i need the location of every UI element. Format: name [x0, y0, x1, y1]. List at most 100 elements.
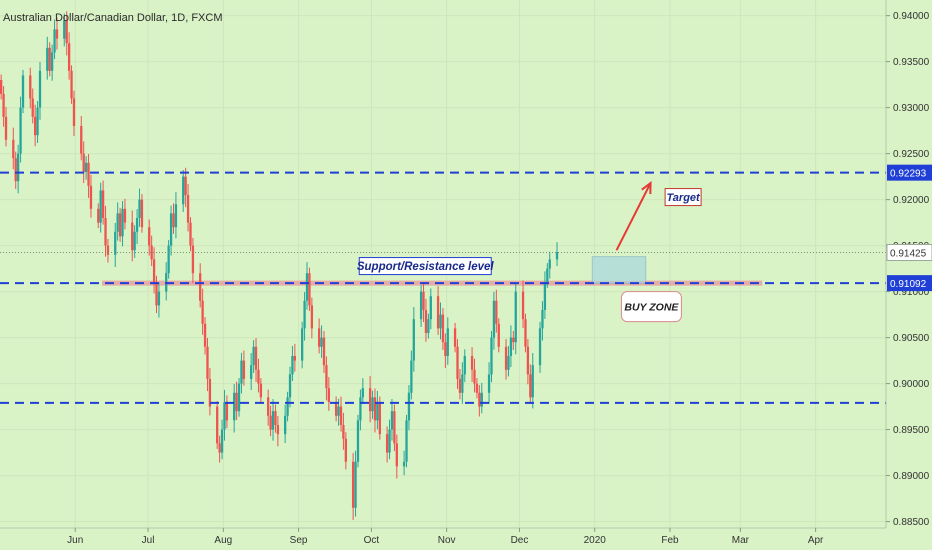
candle-body: [106, 245, 110, 255]
x-tick-label: Mar: [732, 535, 750, 546]
candle-body: [461, 374, 464, 393]
candle: [240, 352, 243, 394]
candle-body: [441, 314, 445, 343]
candle-body: [393, 411, 396, 444]
candle: [155, 275, 158, 314]
candle: [21, 69, 25, 114]
candle-body: [225, 401, 229, 421]
candle: [82, 141, 85, 184]
candle-body: [269, 415, 272, 430]
candle: [150, 235, 153, 267]
candle: [390, 399, 394, 441]
y-tick-label: 0.94000: [893, 11, 930, 22]
y-tick-label: 0.89000: [893, 471, 930, 482]
y-tick-label: 0.93500: [893, 57, 930, 68]
candle: [507, 346, 510, 377]
candle-body: [470, 355, 474, 370]
time-axis[interactable]: Jun Jul Aug Sep Oct Nov Dec 2020 Feb Mar Apr: [67, 528, 824, 546]
candle: [446, 317, 449, 365]
candle: [235, 381, 238, 421]
candle: [0, 74, 3, 100]
candle: [286, 391, 289, 422]
candle: [67, 32, 71, 80]
candle: [140, 194, 144, 233]
candle: [70, 65, 73, 104]
candle: [169, 205, 173, 256]
candle-body: [274, 411, 277, 425]
candle: [167, 240, 170, 279]
candle-body: [492, 300, 496, 338]
candle-body: [31, 98, 34, 117]
level-price-tag: [887, 275, 932, 292]
candle-body: [543, 282, 547, 310]
candle-body: [512, 337, 515, 343]
candle-body: [359, 397, 362, 421]
candle-body: [339, 406, 343, 425]
candle-body: [182, 176, 185, 205]
candle: [19, 96, 22, 163]
candle: [439, 302, 442, 340]
candle: [254, 337, 258, 382]
candle: [356, 414, 360, 468]
candle: [310, 297, 314, 339]
candle: [514, 282, 517, 355]
candle: [555, 242, 559, 267]
candle-body: [55, 29, 59, 39]
buy-zone-callout-text: BUY ZONE: [624, 302, 679, 314]
candle: [322, 330, 326, 373]
candle-body: [356, 420, 360, 462]
candle: [456, 339, 459, 389]
candle: [220, 419, 224, 460]
candle-body: [97, 208, 100, 223]
candle: [53, 19, 56, 60]
candle: [87, 153, 90, 198]
candle-body: [395, 443, 398, 467]
candle-body: [150, 245, 153, 260]
candle-body: [456, 346, 459, 379]
price-axis[interactable]: 0.940000.935000.930000.925000.920000.915…: [886, 11, 932, 528]
candle: [48, 42, 51, 77]
candle: [325, 356, 328, 401]
candle-body: [121, 208, 124, 237]
candle-body: [317, 328, 321, 347]
candle-body: [67, 43, 71, 71]
candle-body: [497, 323, 500, 347]
x-tick-label: Aug: [214, 535, 232, 546]
candle: [84, 156, 88, 180]
candle-body: [186, 195, 190, 223]
candle: [157, 282, 161, 318]
candles: [0, 11, 559, 520]
candle: [497, 318, 500, 353]
candle: [89, 174, 93, 218]
candle-body: [169, 213, 173, 246]
buy-zone-callout-box: [620, 291, 682, 323]
candle: [288, 366, 292, 408]
candle-body: [237, 383, 241, 412]
candle-body: [524, 319, 527, 347]
support-band: [101, 280, 763, 286]
candle: [135, 209, 139, 244]
candle: [487, 362, 491, 404]
candle: [453, 322, 457, 353]
candle: [269, 405, 272, 437]
candle-body: [475, 383, 479, 393]
candle-body: [250, 365, 253, 379]
candle: [339, 396, 343, 432]
candle-body: [507, 355, 510, 370]
candle-body: [131, 222, 134, 251]
candle: [344, 432, 347, 470]
x-tick-label: 2020: [584, 535, 607, 546]
candle-body: [63, 20, 66, 39]
candle: [208, 367, 212, 416]
candle: [259, 378, 263, 403]
x-tick-label: Jul: [142, 535, 155, 546]
x-tick-label: Apr: [808, 535, 824, 546]
candle: [492, 291, 496, 350]
candle: [271, 399, 275, 441]
candle-body: [140, 199, 144, 228]
candle: [186, 183, 190, 232]
candle: [395, 434, 398, 479]
y-tick-label: 0.91000: [893, 287, 930, 298]
